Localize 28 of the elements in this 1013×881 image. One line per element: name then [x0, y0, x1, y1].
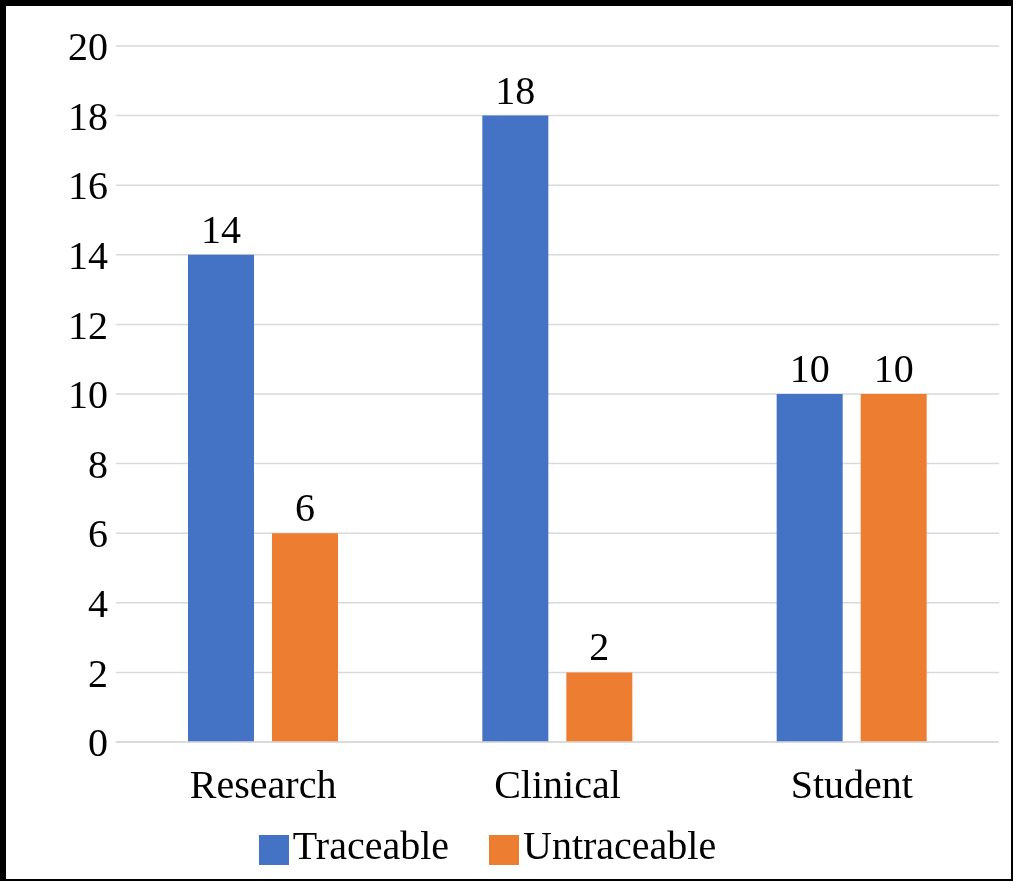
bar	[188, 254, 254, 742]
y-tick-label: 20	[68, 24, 108, 70]
data-label: 2	[589, 624, 610, 670]
y-tick-label: 14	[68, 233, 108, 278]
y-tick-label: 10	[68, 372, 108, 418]
bar	[776, 394, 843, 742]
y-tick-label: 4	[88, 581, 108, 626]
y-tick-label: 18	[68, 93, 108, 139]
bar	[860, 394, 927, 742]
x-tick-label: Research	[189, 762, 337, 808]
data-label: 14	[201, 206, 241, 252]
legend-label: Untraceable	[523, 823, 717, 868]
y-tick-label: 12	[68, 302, 108, 348]
bar	[482, 115, 549, 742]
legend-label: Traceable	[292, 823, 450, 868]
x-tick-label: Clinical	[494, 762, 621, 808]
data-label: 10	[789, 346, 830, 391]
bar	[566, 672, 633, 742]
bar	[272, 533, 338, 742]
y-tick-label: 16	[68, 163, 108, 209]
data-label: 18	[495, 67, 536, 113]
x-tick-label: Student	[790, 762, 913, 808]
y-tick-label: 2	[88, 650, 108, 696]
data-label: 10	[873, 346, 914, 391]
y-tick-label: 8	[88, 441, 108, 487]
y-tick-label: 0	[88, 720, 108, 766]
data-label: 6	[295, 485, 315, 531]
y-tick-label: 6	[88, 511, 108, 557]
